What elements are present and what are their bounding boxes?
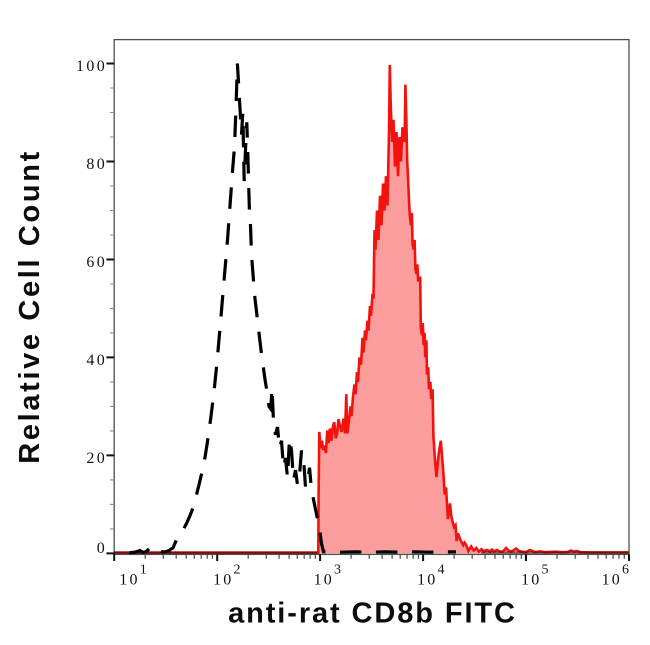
svg-text:20: 20: [86, 450, 107, 467]
svg-text:0: 0: [97, 540, 107, 557]
svg-text:40: 40: [86, 352, 107, 369]
svg-text:Relative Cell Count: Relative Cell Count: [14, 149, 46, 464]
svg-text:60: 60: [86, 254, 107, 271]
svg-text:100: 100: [76, 58, 107, 75]
svg-text:80: 80: [86, 156, 107, 173]
svg-text:anti-rat CD8b FITC: anti-rat CD8b FITC: [228, 598, 517, 630]
